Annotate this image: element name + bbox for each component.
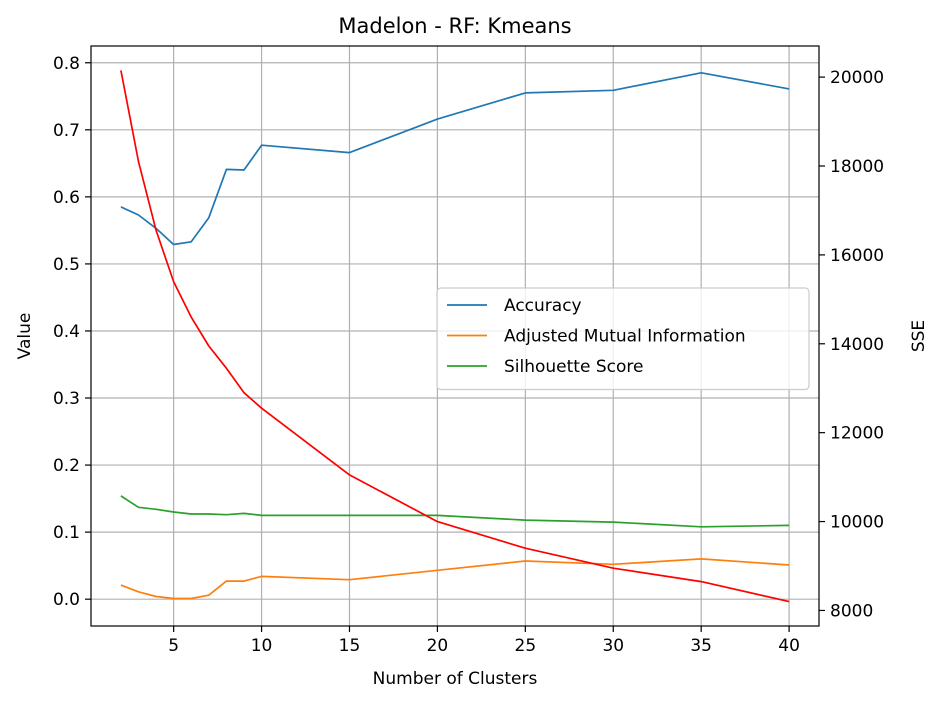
series-lines [120,70,790,603]
x-tick-label: 25 [515,636,537,656]
series-line-silhouette-score [120,495,790,528]
x-tick-label: 20 [427,636,449,656]
x-tick-label: 10 [251,636,273,656]
y-tick-label: 0.5 [53,255,80,275]
y2-tick-label: 14000 [830,335,884,355]
chart-title: Madelon - RF: Kmeans [338,14,571,38]
y2-tick-label: 20000 [830,68,884,88]
legend-box [436,287,810,391]
x-tick-label: 30 [602,636,624,656]
y-tick-label: 0.1 [53,523,80,543]
x-axis-label: Number of Clusters [373,669,538,689]
x-tick-label: 15 [339,636,361,656]
y2-axis-label: SSE [909,320,929,352]
legend-label-adjusted-mutual-information: Adjusted Mutual Information [504,327,746,347]
series-line-sse [120,70,790,603]
y2-tick-label: 8000 [830,601,873,621]
legend: Accuracy Adjusted Mutual Information Silho… [436,287,810,391]
y2-tick-label: 18000 [830,157,884,177]
y-axis-ticks: 0.0 0.1 0.2 0.3 0.4 0.5 0.6 0.7 0.8 [53,54,91,610]
legend-label-accuracy: Accuracy [504,296,582,316]
series-line-adjusted-mutual-information [120,558,790,600]
y2-tick-label: 10000 [830,513,884,533]
y-tick-label: 0.3 [53,389,80,409]
y2-axis-ticks: 8000 10000 12000 14000 16000 18000 20000 [819,68,884,621]
x-tick-label: 40 [778,636,800,656]
y-tick-label: 0.7 [53,121,80,141]
y-axis-label: Value [15,313,35,360]
x-tick-label: 5 [168,636,179,656]
y-tick-label: 0.2 [53,456,80,476]
y2-tick-label: 12000 [830,424,884,444]
y-tick-label: 0.6 [53,188,80,208]
y-tick-label: 0.8 [53,54,80,74]
series-line-accuracy [120,71,790,246]
y-tick-label: 0.0 [53,590,80,610]
x-axis-ticks: 5 10 15 20 25 30 35 40 [168,626,800,656]
y2-tick-label: 16000 [830,246,884,266]
x-tick-label: 35 [690,636,712,656]
y-tick-label: 0.4 [53,322,80,342]
legend-label-silhouette-score: Silhouette Score [504,357,643,377]
plot-frame [90,45,820,627]
